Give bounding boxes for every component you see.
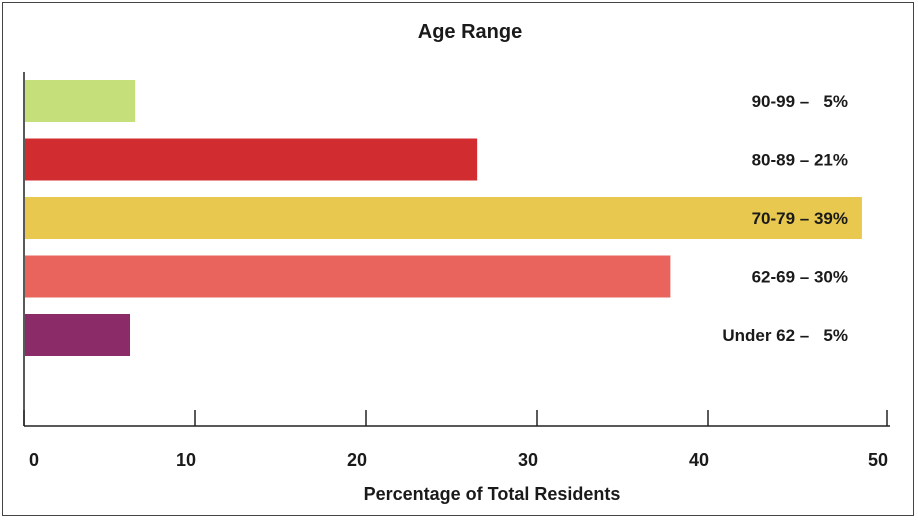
bar-label-2: 70-79 – 39% (752, 209, 848, 228)
bar-label-3: 62-69 – 30% (752, 268, 848, 287)
x-tick-label-0: 0 (29, 450, 39, 470)
bar-4 (25, 314, 131, 356)
x-tick-label-2: 20 (347, 450, 367, 470)
bars-group: 90-99 – 5% 80-89 – 21% 70-79 – 39% 62-69 – … (25, 80, 862, 356)
x-tick-label-4: 40 (689, 450, 709, 470)
x-tick-label-1: 10 (176, 450, 196, 470)
bar-label-1: 80-89 – 21% (752, 151, 848, 170)
x-ticks-group: 0 10 20 30 40 50 (23, 410, 888, 470)
bar-3 (25, 255, 671, 298)
x-tick-label-3: 30 (518, 450, 538, 470)
bar-2 (25, 197, 862, 239)
bar-1 (25, 138, 478, 181)
bar-0 (25, 80, 136, 122)
bar-label-4: Under 62 – 5% (722, 326, 848, 345)
x-axis-label: Percentage of Total Residents (364, 484, 621, 504)
x-tick-label-5: 50 (868, 450, 888, 470)
bar-label-0: 90-99 – 5% (752, 92, 848, 111)
chart-title: Age Range (418, 21, 522, 43)
